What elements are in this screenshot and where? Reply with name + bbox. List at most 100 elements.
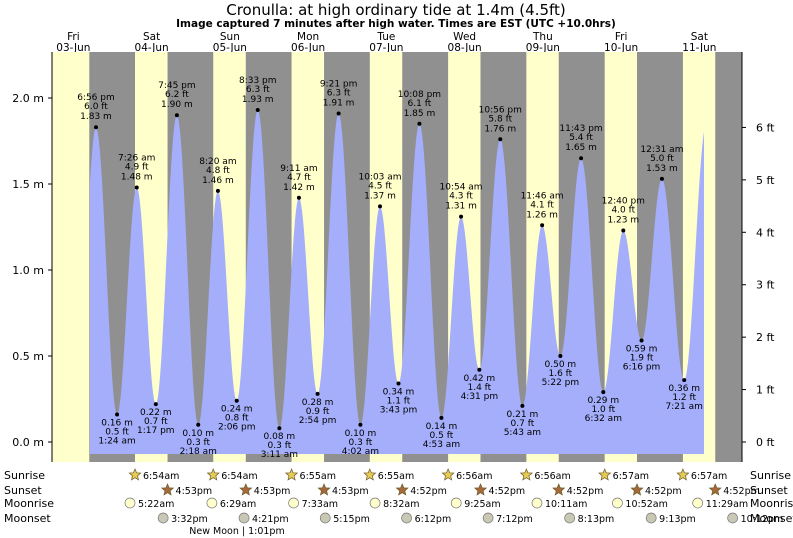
tide-ft-label: 0.3 ft <box>349 438 373 448</box>
moonset-entry: 10:12pm <box>727 512 783 525</box>
tide-time-label: 12:40 pm <box>602 196 645 206</box>
tide-time-label: 10:54 am <box>439 183 482 193</box>
high-tide-point: 10:03 am4.5 ft1.37 m <box>358 172 402 209</box>
tide-dot <box>477 367 482 372</box>
low-tide-point: 0.22 m0.7 ft1:17 pm <box>137 402 175 436</box>
y-tick-label-m: 0.0 m <box>12 436 44 449</box>
moon-icon <box>692 497 704 509</box>
tide-ft-label: 1.6 ft <box>549 369 573 379</box>
tide-time-label: 8:33 pm <box>239 76 277 86</box>
low-tide-point: 0.08 m0.3 ft3:11 am <box>261 426 298 460</box>
tide-ft-label: 4.3 ft <box>449 192 473 202</box>
astro-table: Sunrise Sunrise 6:54am 6:54am 6:55am 6:55am 6:… <box>4 468 793 537</box>
low-tide-point: 0.28 m0.9 ft2:54 pm <box>299 391 337 426</box>
sunset-label-left: Sunset <box>4 484 42 497</box>
tide-time-label: 6:56 pm <box>77 93 115 103</box>
moonrise-time: 8:32am <box>383 499 419 510</box>
day-name: Thu <box>532 31 553 43</box>
moonrise-time: 5:22am <box>138 499 174 510</box>
day-name: Sun <box>220 31 240 43</box>
moonrise-time: 7:33am <box>302 499 338 510</box>
day-date: 09-Jun <box>526 42 560 54</box>
tide-time-label: 2:18 am <box>180 447 217 457</box>
tide-m-label: 0.42 m <box>464 374 496 384</box>
star-icon <box>206 468 220 481</box>
tide-ft-label: 5.0 ft <box>650 154 674 164</box>
tide-time-label: 4:02 am <box>342 447 379 457</box>
sunset-label-right: Sunset <box>750 484 788 497</box>
sunrise-entry: 6:55am <box>284 468 336 482</box>
day-date: 03-Jun <box>56 42 90 54</box>
tide-time-label: 7:21 am <box>666 402 703 412</box>
low-tide-point: 0.21 m0.7 ft5:43 am <box>504 403 541 438</box>
tide-m-label: 0.59 m <box>626 345 658 355</box>
star-icon <box>441 468 455 481</box>
tide-dot <box>255 108 260 113</box>
tide-dot <box>336 111 341 116</box>
tide-dot <box>93 125 98 130</box>
tide-dot <box>153 402 158 407</box>
tide-m-label: 1.42 m <box>283 183 315 193</box>
tide-dot <box>115 412 120 417</box>
tide-curve <box>90 110 704 455</box>
day-name: Mon <box>297 31 319 43</box>
low-tide-point: 0.50 m1.6 ft5:22 pm <box>542 354 579 388</box>
moonrise-label-right: Moonrise <box>750 497 793 510</box>
sunset-time: 4:52pm <box>723 486 760 497</box>
tide-m-label: 1.23 m <box>607 215 639 225</box>
moonset-entry: 9:13pm <box>645 512 696 525</box>
moonset-entry: 4:21pm <box>238 512 289 525</box>
tide-m-label: 1.26 m <box>526 210 558 220</box>
y-tick-label-m: 0.5 m <box>12 350 44 363</box>
y-tick-label-m: 1.0 m <box>12 264 44 277</box>
sunset-time: 4:52pm <box>645 486 682 497</box>
tide-dot <box>520 403 525 408</box>
star-icon <box>239 483 253 496</box>
moonset-time: 9:13pm <box>659 514 696 525</box>
y-tick-label-m: 2.0 m <box>12 92 44 105</box>
moonset-time: 5:15pm <box>333 514 370 525</box>
tide-ft-label: 0.3 ft <box>268 441 292 451</box>
tide-time-label: 2:54 pm <box>299 416 337 426</box>
moonrise-time: 10:11am <box>545 499 587 510</box>
tide-time-label: 9:21 pm <box>320 79 358 89</box>
low-tide-point: 0.29 m1.0 ft6:32 am <box>585 390 622 424</box>
tide-ft-label: 6.2 ft <box>165 90 189 100</box>
y-tick-label-ft: 6 ft <box>756 121 775 134</box>
tide-dot <box>659 176 664 181</box>
sunset-time: 4:53pm <box>176 486 213 497</box>
tide-time-label: 1:24 am <box>98 436 135 446</box>
star-icon <box>395 483 409 496</box>
sunrise-time: 6:56am <box>456 471 492 482</box>
low-tide-point: 0.16 m0.5 ft1:24 am <box>98 412 136 446</box>
y-tick-label-ft: 5 ft <box>756 174 775 187</box>
day-date: 04-Jun <box>135 42 169 54</box>
low-tide-point: 0.10 m0.3 ft4:02 am <box>342 422 379 457</box>
tide-m-label: 0.24 m <box>221 405 253 415</box>
star-icon <box>519 468 533 481</box>
tide-m-label: 0.36 m <box>668 384 700 394</box>
moonrise-entry: 7:33am <box>288 497 338 510</box>
tide-ft-label: 1.1 ft <box>387 397 411 407</box>
high-tide-point: 7:45 pm6.2 ft1.90 m <box>158 81 196 118</box>
y-tick-label-ft: 0 ft <box>756 436 775 449</box>
day-date: 08-Jun <box>448 42 482 54</box>
moonrise-entry: 10:11am <box>531 497 587 510</box>
y-tick-label-ft: 1 ft <box>756 384 775 397</box>
high-tide-point: 11:43 pm5.4 ft1.65 m <box>559 124 603 161</box>
tide-dot <box>396 381 401 386</box>
tide-m-label: 0.28 m <box>302 398 334 408</box>
star-icon <box>284 468 299 481</box>
tide-time-label: 11:46 am <box>521 191 564 201</box>
tide-m-label: 0.16 m <box>101 418 133 428</box>
tide-m-label: 1.31 m <box>445 202 477 212</box>
tide-m-label: 0.10 m <box>182 429 214 439</box>
moon-icon <box>727 512 738 524</box>
day-date: 07-Jun <box>369 42 403 54</box>
sunset-time: 4:52pm <box>488 486 525 497</box>
tide-time-label: 5:43 am <box>504 428 541 438</box>
tide-dot <box>315 391 320 396</box>
tide-dot <box>459 214 464 219</box>
high-tide-point: 12:31 am5.0 ft1.53 m <box>640 145 683 181</box>
moon-icon <box>288 497 299 509</box>
